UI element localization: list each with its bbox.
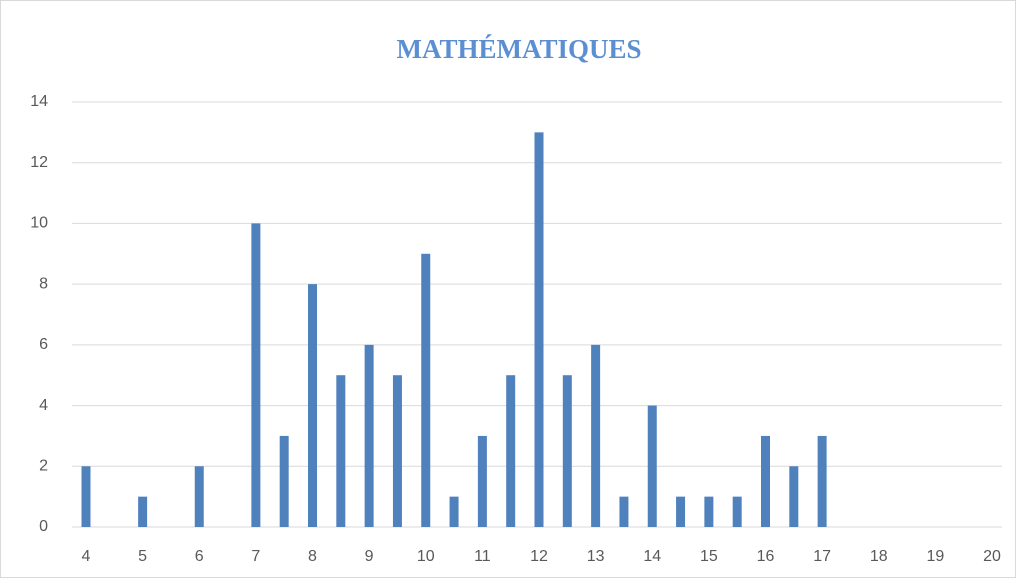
bar — [761, 435, 770, 527]
bar — [562, 375, 572, 527]
x-tick-label: 15 — [700, 548, 718, 565]
y-tick-label: 14 — [30, 93, 48, 110]
x-tick-label: 5 — [138, 548, 147, 565]
y-tick-label: 4 — [39, 397, 48, 414]
y-tick-label: 12 — [30, 154, 48, 171]
x-tick-label: 18 — [870, 548, 888, 565]
bar — [704, 496, 714, 527]
bar — [138, 496, 148, 527]
x-tick-label: 17 — [813, 548, 831, 565]
bar — [506, 375, 516, 527]
x-tick-label: 20 — [983, 548, 1001, 565]
y-tick-label: 0 — [39, 518, 48, 535]
bar — [591, 344, 601, 527]
bar — [449, 496, 459, 527]
x-tick-label: 7 — [251, 548, 260, 565]
bar — [194, 466, 204, 527]
x-tick-label: 4 — [82, 548, 91, 565]
x-tick-label: 19 — [926, 548, 944, 565]
x-tick-label: 11 — [474, 548, 491, 565]
bar — [619, 496, 629, 527]
bar — [789, 466, 799, 527]
x-tick-label: 8 — [308, 548, 317, 565]
y-tick-label: 6 — [39, 336, 48, 353]
bar — [477, 435, 487, 527]
y-tick-label: 8 — [39, 275, 48, 292]
x-tick-label: 14 — [643, 548, 661, 565]
bar — [392, 375, 402, 527]
bar — [647, 405, 657, 527]
bar — [336, 375, 346, 527]
x-tick-label: 9 — [365, 548, 374, 565]
y-tick-label: 2 — [39, 458, 48, 475]
chart-title: MATHÉMATIQUES — [396, 34, 641, 64]
x-tick-label: 6 — [195, 548, 204, 565]
bar — [308, 284, 317, 527]
bar — [676, 496, 686, 527]
bar — [251, 223, 261, 527]
x-tick-label: 10 — [417, 548, 435, 565]
bar — [364, 344, 374, 527]
x-tick-label: 12 — [530, 548, 548, 565]
bar — [817, 435, 827, 527]
y-tick-label: 10 — [30, 215, 48, 232]
bar — [732, 496, 742, 527]
bar — [421, 253, 431, 528]
x-tick-label: 16 — [757, 548, 775, 565]
bar — [279, 435, 289, 527]
x-tick-label: 13 — [587, 548, 605, 565]
bar — [534, 132, 544, 527]
bar — [81, 466, 91, 527]
